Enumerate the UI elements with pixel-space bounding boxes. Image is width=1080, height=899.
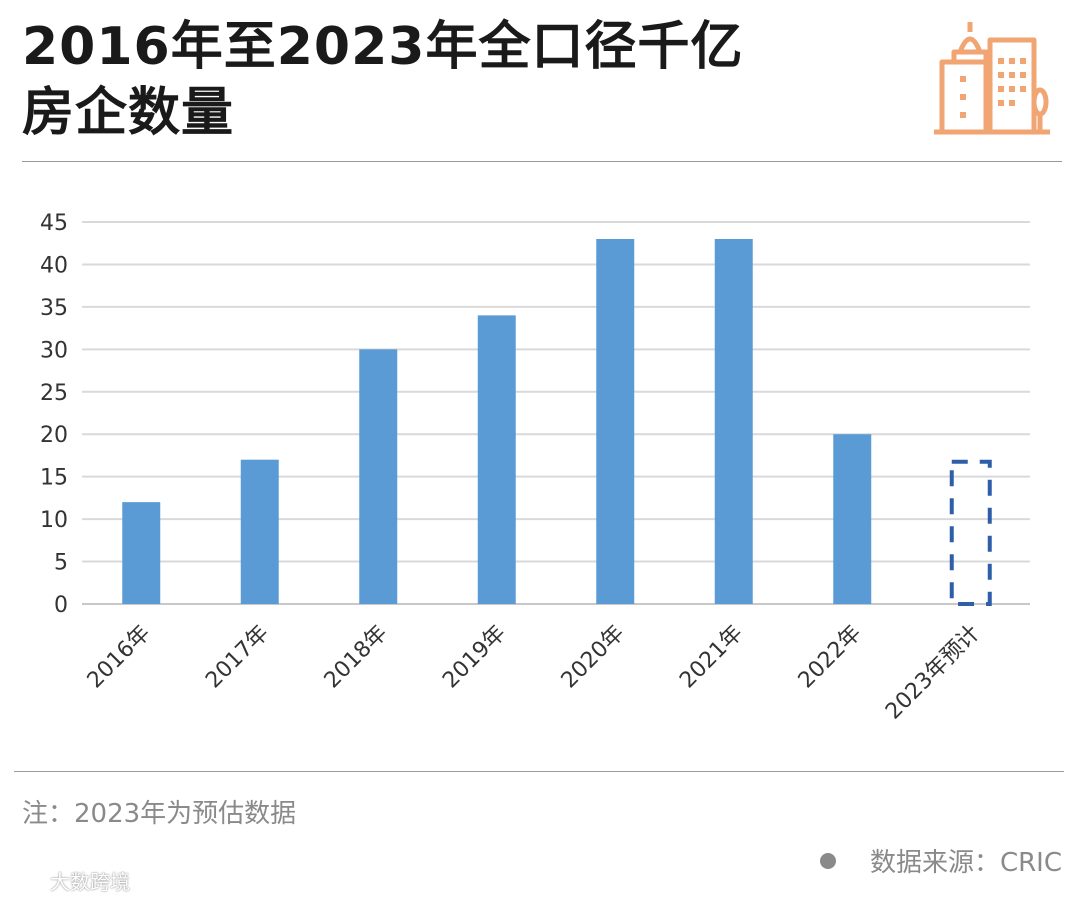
bar [122, 502, 161, 604]
y-tick-label: 5 [54, 551, 68, 576]
x-tick-label: 2021年 [675, 621, 748, 694]
y-tick-label: 40 [40, 253, 68, 278]
bar [477, 315, 516, 604]
city-buildings-icon [934, 22, 1050, 135]
y-tick-label: 20 [40, 423, 68, 448]
page-title-line-1: 2016年至2023年全口径千亿 [22, 17, 744, 77]
y-tick-label: 15 [40, 466, 68, 491]
bar [714, 238, 753, 604]
footnote: 注：2023年为预估数据 [22, 799, 297, 829]
brand-watermark: 大数跨境 [8, 866, 130, 895]
bar [833, 434, 872, 604]
x-tick-label: 2019年 [438, 621, 511, 694]
header-divider [22, 161, 1062, 162]
page-title-line-2: 房企数量 [22, 83, 235, 143]
footer-divider [14, 771, 1064, 772]
x-tick-label: 2022年 [794, 621, 867, 694]
source-credit: 数据来源：CRIC [819, 842, 1062, 879]
x-tick-label: 2016年 [83, 621, 156, 694]
bar-chart: 0 5 10 15 20 25 30 35 40 45 2016年 2017年 2018年 2019年 20… [40, 211, 1030, 725]
brand-logo-icon [9, 872, 45, 889]
y-tick-label: 45 [40, 211, 68, 236]
y-tick-label: 10 [40, 508, 68, 533]
bar-estimate [949, 459, 992, 607]
bar [240, 459, 279, 604]
page-title: 2016年至2023年全口径千亿 房企数量 [22, 14, 842, 146]
x-tick-label: 2017年 [201, 621, 274, 694]
y-tick-label: 35 [40, 296, 68, 321]
brand-text: 大数跨境 [50, 870, 130, 894]
x-tick-label: 2020年 [557, 621, 630, 694]
y-tick-label: 30 [40, 338, 68, 363]
y-tick-label: 0 [54, 593, 68, 618]
source-text: 数据来源：CRIC [869, 848, 1062, 878]
x-tick-label: 2018年 [320, 621, 393, 694]
x-tick-label: 2023年预计 [881, 621, 985, 725]
bar [596, 238, 635, 604]
bullet-dot-icon [819, 852, 836, 869]
bar [359, 349, 398, 604]
y-tick-label: 25 [40, 381, 68, 406]
